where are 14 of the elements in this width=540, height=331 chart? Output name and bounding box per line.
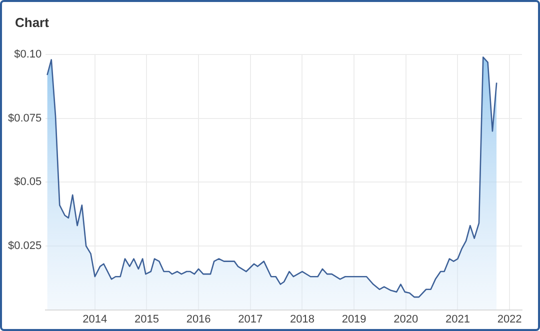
y-tick-label: $0.10 — [14, 48, 42, 61]
x-tick-label: 2020 — [394, 313, 418, 326]
x-tick-label: 2016 — [186, 313, 211, 326]
x-tick-label: 2021 — [445, 313, 470, 326]
x-tick-label: 2017 — [238, 313, 263, 326]
y-tick-label: $0.025 — [8, 240, 42, 252]
y-tick-label: $0.05 — [14, 176, 42, 188]
x-tick-label: 2019 — [342, 313, 366, 326]
chart-title: Chart — [15, 15, 49, 30]
x-tick-label: 2022 — [497, 313, 522, 326]
x-tick-label: 2014 — [82, 313, 108, 326]
x-tick-label: 2015 — [134, 313, 159, 326]
x-tick-label: 2018 — [290, 313, 314, 326]
y-tick-label: $0.075 — [8, 112, 42, 124]
